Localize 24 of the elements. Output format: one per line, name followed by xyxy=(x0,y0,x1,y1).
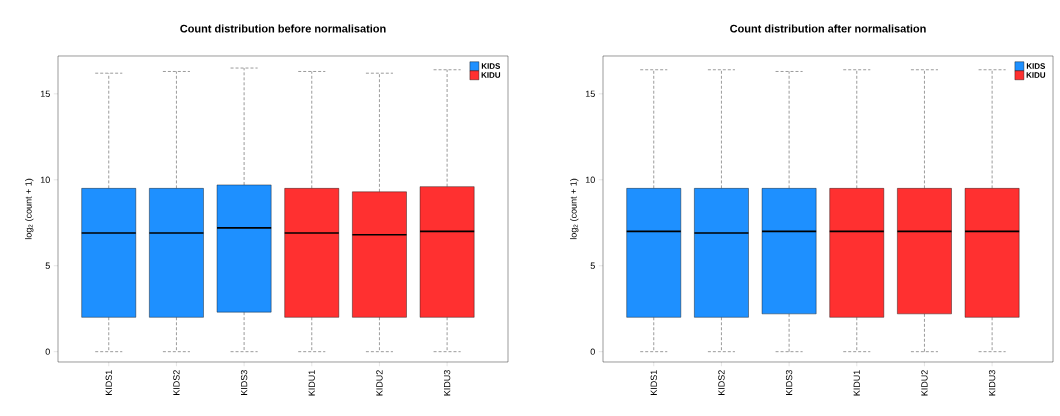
y-tick-label: 5 xyxy=(45,262,50,269)
y-axis-title: log$_{2}$ (count + 1) xyxy=(570,178,579,240)
y-axis-title: log$_{2}$ (count + 1) xyxy=(25,178,34,240)
x-tick-label: KIDS2 xyxy=(718,370,725,395)
y-tick-label: 15 xyxy=(40,90,50,97)
y-tick-label: 15 xyxy=(585,90,595,97)
y-tick-label: 10 xyxy=(585,176,595,183)
x-tick-label: KIDU3 xyxy=(988,370,996,396)
x-tick-label: KIDS2 xyxy=(173,370,180,395)
x-tick-label: KIDU2 xyxy=(921,370,928,396)
x-tick-label: KIDS1 xyxy=(105,370,112,395)
x-tick-label: KIDS1 xyxy=(650,370,657,395)
chart-title: Count distribution after normalisation xyxy=(730,24,926,33)
y-tick-label: 10 xyxy=(40,176,50,183)
y-tick-label: 5 xyxy=(590,262,595,269)
y-tick-label: 0 xyxy=(590,348,595,355)
x-tick-label: KIDU3 xyxy=(443,370,451,396)
x-tick-label: KIDS3 xyxy=(785,370,793,395)
x-tick-label: KIDU1 xyxy=(308,370,315,396)
x-tick-label: KIDU2 xyxy=(376,370,383,396)
x-tick-label: KIDU1 xyxy=(853,370,860,396)
y-tick-label: 0 xyxy=(45,348,50,355)
chart-title: Count distribution before normalisation xyxy=(180,24,386,33)
x-tick-label: KIDS3 xyxy=(240,370,248,395)
